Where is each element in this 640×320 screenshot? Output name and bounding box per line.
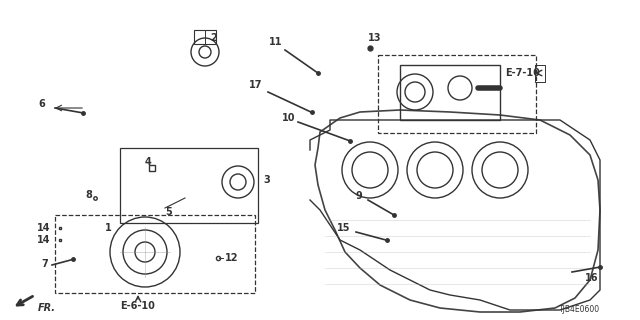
Bar [120,148,258,223]
Text: 16: 16 [585,273,598,283]
Text: 10: 10 [282,113,295,123]
Text: 5: 5 [165,207,172,217]
Text: TJB4E0600: TJB4E0600 [559,305,600,314]
Text: 14: 14 [36,235,50,245]
Text: 9: 9 [355,191,362,201]
Text: 2: 2 [210,33,217,43]
Bar [400,65,500,120]
Text: 8: 8 [85,190,92,200]
Bar [378,55,536,133]
Text: 1: 1 [105,223,112,233]
Text: 15: 15 [337,223,350,233]
Bar [194,30,216,44]
Text: 13: 13 [368,33,381,43]
Text: E-6-10: E-6-10 [120,301,156,311]
Text: 3: 3 [263,175,269,185]
Bar [55,215,255,293]
Text: E-7-10: E-7-10 [505,68,540,78]
Text: FR.: FR. [38,303,56,313]
Text: 12: 12 [225,253,239,263]
Text: 17: 17 [248,80,262,90]
Text: 7: 7 [41,259,48,269]
Text: 14: 14 [36,223,50,233]
Text: 4: 4 [145,157,152,167]
Text: 11: 11 [269,37,282,47]
Text: 6: 6 [38,99,45,109]
